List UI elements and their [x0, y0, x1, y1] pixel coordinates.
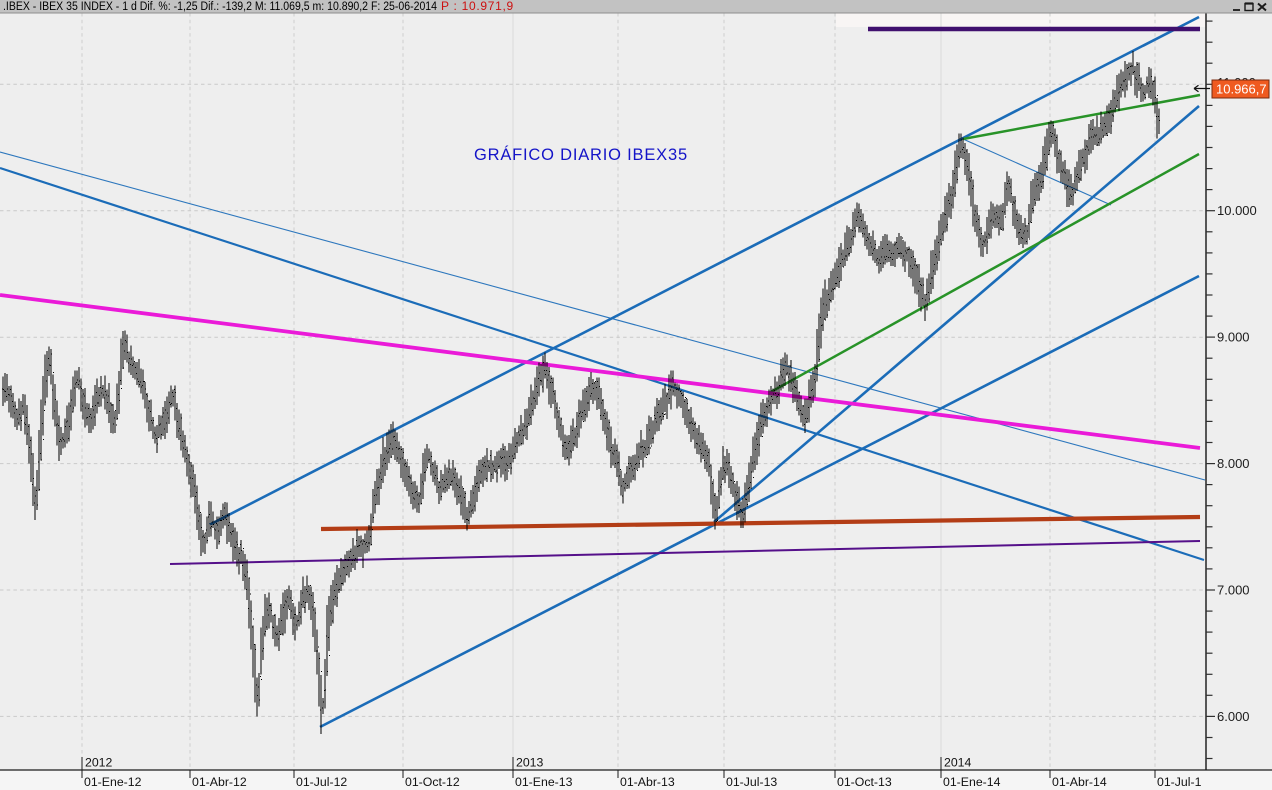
svg-text:01-Abr-13: 01-Abr-13: [620, 775, 675, 789]
svg-text:2014: 2014: [944, 756, 972, 770]
svg-text:01-Abr-14: 01-Abr-14: [1052, 775, 1107, 789]
svg-text:01-Abr-12: 01-Abr-12: [192, 775, 247, 789]
svg-text:6.000: 6.000: [1217, 709, 1250, 724]
svg-text:01-Jul-1: 01-Jul-1: [1157, 775, 1202, 789]
svg-text:01-Ene-14: 01-Ene-14: [943, 775, 1001, 789]
svg-text:01-Oct-12: 01-Oct-12: [405, 775, 460, 789]
svg-text:8.000: 8.000: [1217, 456, 1250, 471]
svg-text:10.966,7: 10.966,7: [1216, 82, 1267, 97]
svg-text:9.000: 9.000: [1217, 330, 1250, 345]
svg-text:01-Ene-12: 01-Ene-12: [84, 775, 142, 789]
svg-text:7.000: 7.000: [1217, 583, 1250, 598]
svg-text:2012: 2012: [85, 756, 113, 770]
svg-text:01-Jul-13: 01-Jul-13: [726, 775, 777, 789]
svg-text:10.000: 10.000: [1217, 203, 1257, 218]
svg-text:P : 10.971,9: P : 10.971,9: [441, 0, 514, 13]
svg-text:01-Oct-13: 01-Oct-13: [837, 775, 892, 789]
svg-text:2013: 2013: [516, 756, 544, 770]
svg-text:GRÁFICO DIARIO IBEX35: GRÁFICO DIARIO IBEX35: [474, 145, 688, 164]
svg-text:.IBEX - IBEX 35 INDEX - 1 d: .IBEX - IBEX 35 INDEX - 1 d Dif. %: -1,2…: [3, 1, 438, 13]
svg-text:01-Jul-12: 01-Jul-12: [296, 775, 347, 789]
svg-text:01-Ene-13: 01-Ene-13: [515, 775, 573, 789]
